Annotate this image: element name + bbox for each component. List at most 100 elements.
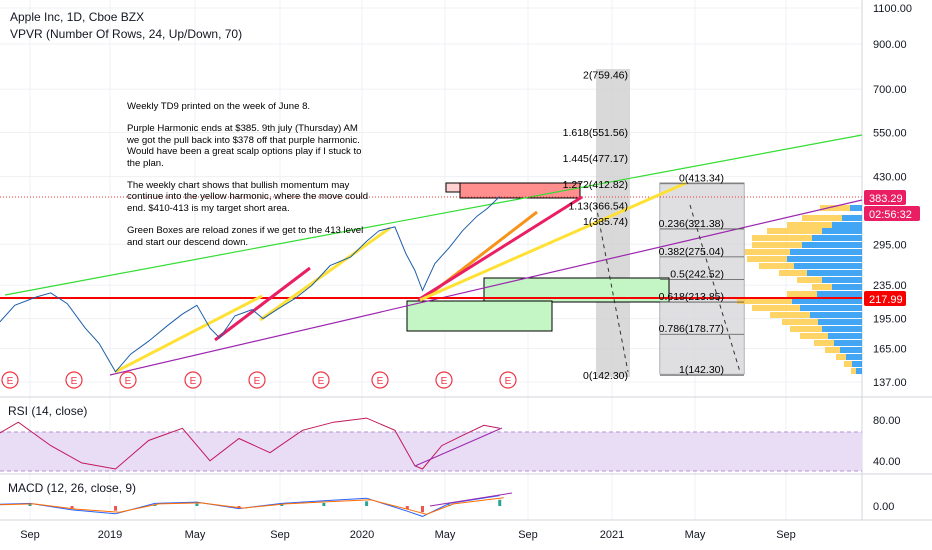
green-trendline[interactable] bbox=[4, 134, 863, 296]
yellow-leg[interactable] bbox=[259, 226, 391, 322]
indicator-title[interactable]: VPVR (Number Of Rows, 24, Up/Down, 70) bbox=[10, 27, 243, 41]
rsi-series[interactable] bbox=[0, 417, 500, 470]
yellow-leg[interactable] bbox=[419, 181, 687, 302]
reload-zone-box[interactable] bbox=[406, 300, 553, 332]
countdown-badge bbox=[864, 206, 920, 221]
fib-left-label: 1.618(551.56) bbox=[563, 127, 628, 139]
vpvr-up-bar bbox=[834, 340, 862, 346]
vpvr-up-bar bbox=[802, 242, 862, 248]
vpvr-down-bar bbox=[782, 319, 818, 325]
fib-left-label: 1.445(477.17) bbox=[563, 153, 628, 165]
earnings-marker[interactable] bbox=[65, 371, 83, 389]
last-price-label: 383.29 bbox=[869, 193, 903, 205]
rsi-tick-label: 40.00 bbox=[873, 456, 901, 468]
time-tick-label: 2021 bbox=[600, 529, 624, 541]
price-tick-label: 700.00 bbox=[873, 84, 907, 96]
macd-title[interactable]: MACD (12, 26, close, 9) bbox=[8, 481, 137, 495]
yellow-leg[interactable] bbox=[114, 294, 263, 374]
macd-hist-bar bbox=[280, 504, 284, 506]
vpvr-down-bar bbox=[851, 368, 856, 374]
vpvr-down-bar bbox=[737, 298, 792, 304]
symbol-title[interactable]: Apple Inc, 1D, Cboe BZX bbox=[10, 10, 145, 24]
earnings-marker[interactable] bbox=[435, 371, 453, 389]
vpvr-up-bar bbox=[817, 291, 862, 297]
earnings-marker[interactable] bbox=[312, 371, 330, 389]
time-axis[interactable]: Sep 2019 May Sep 2020 May Sep 2021 May Sep bbox=[20, 529, 796, 541]
price-series[interactable] bbox=[0, 196, 501, 373]
macd-signal-series[interactable] bbox=[0, 497, 504, 515]
price-tick-label: 430.00 bbox=[873, 172, 907, 184]
vpvr-down-bar bbox=[752, 235, 812, 241]
fib-right-label: 0.786(178.77) bbox=[659, 323, 724, 335]
vpvr-up-bar bbox=[790, 249, 862, 255]
time-tick-label: 2020 bbox=[350, 529, 374, 541]
price-tick-label: 550.00 bbox=[873, 127, 907, 139]
crimson-leg[interactable] bbox=[417, 195, 583, 302]
vpvr-down-bar bbox=[747, 256, 787, 262]
earnings-marker[interactable] bbox=[248, 371, 266, 389]
vpvr-up-bar bbox=[787, 256, 862, 262]
vpvr-down-bar bbox=[797, 277, 822, 283]
vpvr-up-bar bbox=[856, 368, 862, 374]
earnings-marker[interactable] bbox=[499, 371, 517, 389]
vpvr-up-bar bbox=[832, 284, 862, 290]
vpvr-down-bar bbox=[779, 270, 807, 276]
time-tick-label: Sep bbox=[518, 529, 538, 541]
fib-labels: 2(759.46) 1.618(551.56) 1.445(477.17) 1.272… bbox=[563, 70, 744, 382]
fib-column-left bbox=[596, 69, 630, 377]
rsi-band bbox=[0, 432, 862, 471]
vpvr-down-bar bbox=[787, 222, 832, 228]
vpvr-up-bar bbox=[810, 312, 862, 318]
fib-left-label: 1.13(366.54) bbox=[568, 200, 628, 212]
time-tick-label: May bbox=[685, 529, 706, 541]
vpvr-up-bar bbox=[807, 270, 862, 276]
fib-right-label: 0.382(275.04) bbox=[659, 246, 724, 258]
vpvr-down-bar bbox=[844, 361, 852, 367]
fib-left-label: 0(142.30) bbox=[583, 370, 628, 382]
vpvr-up-bar bbox=[828, 333, 862, 339]
earnings-marker[interactable] bbox=[119, 371, 137, 389]
vpvr-down-bar bbox=[802, 215, 842, 221]
vpvr-down-bar bbox=[752, 305, 800, 311]
rsi-trendline[interactable] bbox=[414, 427, 503, 467]
macd-trendline[interactable] bbox=[429, 492, 513, 507]
macd-hist-bar bbox=[498, 499, 502, 506]
vpvr-down-bar bbox=[800, 333, 828, 339]
vpvr-up-bar bbox=[852, 361, 862, 367]
projection-dashed bbox=[689, 204, 741, 373]
fib-left-label: 1.272(412.82) bbox=[563, 179, 628, 191]
vpvr-down-bar bbox=[787, 291, 817, 297]
fib-right-label: 0.236(321.38) bbox=[659, 218, 724, 230]
earnings-marker[interactable] bbox=[1, 371, 19, 389]
macd-hist-bar bbox=[405, 506, 409, 510]
vpvr-up-bar bbox=[842, 215, 862, 221]
vpvr-down-bar bbox=[820, 205, 850, 211]
vpvr-up-bar bbox=[812, 235, 862, 241]
vpvr-up-bar bbox=[846, 354, 862, 360]
price-axis[interactable]: 1100.00 900.00 700.00 550.00 430.00 295.00 235… bbox=[873, 3, 912, 513]
macd-series[interactable] bbox=[0, 495, 500, 517]
note-p4: Green Boxes are reload zones if we get t… bbox=[127, 225, 364, 248]
vpvr-up-bar bbox=[850, 205, 862, 211]
vpvr-up-bar bbox=[818, 319, 862, 325]
vpvr-down-bar bbox=[767, 228, 822, 234]
note-p3: The weekly chart shows that bullish mome… bbox=[127, 180, 369, 214]
vpvr-up-bar bbox=[822, 228, 862, 234]
vpvr-up-bar bbox=[832, 222, 862, 228]
earnings-letter: E bbox=[377, 376, 384, 387]
fib-right-label: 0.5(242.52) bbox=[670, 268, 724, 280]
crimson-leg[interactable] bbox=[214, 266, 311, 342]
macd-hist-bar bbox=[28, 504, 32, 506]
price-tick-label: 137.00 bbox=[873, 377, 907, 389]
price-tick-label: 900.00 bbox=[873, 39, 907, 51]
rsi-title[interactable]: RSI (14, close) bbox=[8, 404, 88, 418]
last-price-badge bbox=[864, 190, 906, 205]
red-line-label: 217.99 bbox=[869, 294, 903, 306]
target-zone-box[interactable] bbox=[459, 182, 581, 199]
earnings-marker[interactable] bbox=[184, 371, 202, 389]
macd-hist-bar bbox=[114, 506, 118, 511]
earnings-letter: E bbox=[125, 376, 132, 387]
earnings-marker[interactable] bbox=[371, 371, 389, 389]
time-tick-label: 2019 bbox=[98, 529, 122, 541]
